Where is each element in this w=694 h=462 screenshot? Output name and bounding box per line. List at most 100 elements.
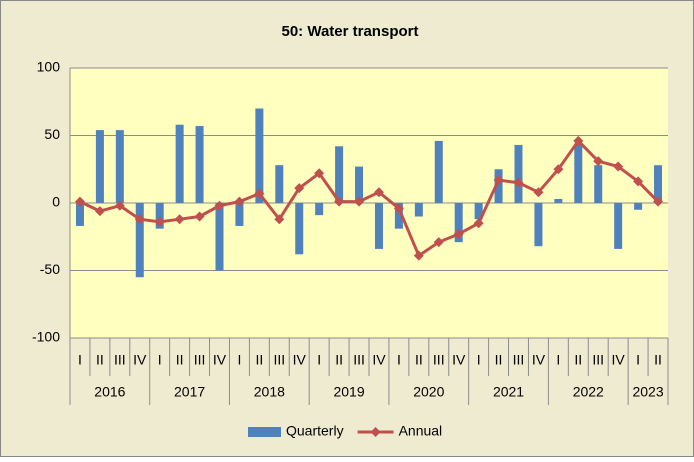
marker	[254, 188, 265, 199]
x-tick-label: IV	[612, 352, 626, 368]
x-tick-label: I	[636, 352, 640, 368]
bar	[355, 166, 364, 203]
marker	[613, 161, 624, 172]
marker	[413, 250, 424, 261]
x-tick-label: IV	[213, 352, 227, 368]
marker	[354, 196, 365, 207]
bar	[295, 203, 304, 255]
marker	[134, 214, 145, 225]
bar	[175, 124, 184, 203]
bar	[315, 203, 324, 216]
x-tick-label: III	[513, 352, 525, 368]
x-tick-label: II	[495, 352, 503, 368]
bar	[614, 203, 623, 249]
x-tick-label: III	[433, 352, 445, 368]
x-tick-label: III	[194, 352, 206, 368]
y-tick-label: -50	[40, 261, 60, 277]
bar	[574, 143, 583, 203]
legend-label: Quarterly	[286, 423, 344, 439]
marker	[453, 229, 464, 240]
bar	[634, 203, 643, 210]
x-tick-label: I	[237, 352, 241, 368]
marker	[653, 196, 664, 207]
x-group-label: 2019	[333, 384, 364, 400]
x-tick-label: I	[78, 352, 82, 368]
x-group-label: 2023	[632, 384, 663, 400]
x-tick-label: IV	[372, 352, 386, 368]
bar	[554, 198, 563, 203]
x-tick-label: II	[176, 352, 184, 368]
marker	[373, 187, 384, 198]
bar	[454, 203, 463, 243]
bar	[414, 203, 423, 217]
bar	[394, 203, 403, 229]
marker	[573, 135, 584, 146]
x-tick-label: II	[255, 352, 263, 368]
bar	[434, 140, 443, 203]
marker	[114, 200, 125, 211]
x-tick-label: I	[397, 352, 401, 368]
marker	[473, 218, 484, 229]
x-group-label: 2016	[94, 384, 125, 400]
marker	[533, 187, 544, 198]
marker	[334, 196, 345, 207]
x-tick-label: IV	[133, 352, 147, 368]
legend-label: Annual	[399, 423, 443, 439]
x-tick-label: IV	[532, 352, 546, 368]
chart-title: 50: Water transport	[282, 23, 419, 40]
x-tick-label: II	[96, 352, 104, 368]
x-tick-label: IV	[293, 352, 307, 368]
bar	[374, 203, 383, 249]
y-tick-label: 0	[52, 194, 60, 210]
x-tick-label: I	[158, 352, 162, 368]
x-tick-label: II	[335, 352, 343, 368]
bar	[534, 203, 543, 247]
bar	[494, 169, 503, 203]
x-group-label: 2022	[573, 384, 604, 400]
marker	[174, 214, 185, 225]
marker	[433, 237, 444, 248]
marker	[94, 206, 105, 217]
bar	[215, 203, 224, 271]
bar	[95, 130, 104, 203]
marker	[493, 175, 504, 186]
legend-marker	[370, 427, 381, 437]
y-tick-label: 100	[37, 59, 61, 75]
marker	[553, 164, 564, 175]
marker	[74, 196, 85, 207]
bar	[514, 144, 523, 203]
x-tick-label: I	[556, 352, 560, 368]
x-tick-label: IV	[452, 352, 466, 368]
marker	[513, 177, 524, 188]
x-tick-label: III	[273, 352, 285, 368]
x-tick-label: III	[353, 352, 365, 368]
legend-swatch	[248, 427, 281, 437]
y-tick-label: -100	[32, 329, 60, 345]
bar	[255, 108, 264, 203]
bar	[195, 126, 204, 203]
bar	[155, 203, 164, 229]
x-group-label: 2018	[254, 384, 285, 400]
marker	[214, 200, 225, 211]
bar	[474, 203, 483, 220]
x-tick-label: I	[477, 352, 481, 368]
x-tick-label: II	[654, 352, 662, 368]
y-tick-label: 50	[44, 126, 60, 142]
x-group-label: 2017	[174, 384, 205, 400]
bar	[654, 165, 663, 203]
x-tick-label: III	[114, 352, 126, 368]
bar	[335, 146, 344, 203]
x-tick-label: II	[415, 352, 423, 368]
marker	[314, 168, 325, 179]
x-tick-label: III	[592, 352, 604, 368]
bar	[135, 203, 144, 278]
bar	[235, 203, 244, 226]
bar	[115, 130, 124, 203]
x-group-label: 2021	[493, 384, 524, 400]
marker	[234, 196, 245, 207]
bar	[75, 203, 84, 226]
bar	[275, 165, 284, 203]
marker	[633, 176, 644, 187]
marker	[294, 183, 305, 194]
